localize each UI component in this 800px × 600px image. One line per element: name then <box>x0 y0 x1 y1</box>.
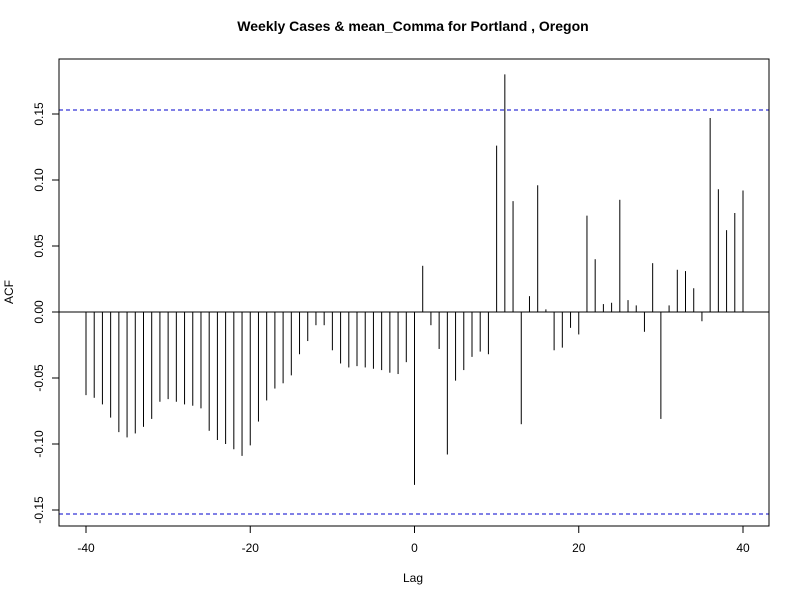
x-tick-label: 20 <box>572 541 586 555</box>
y-tick-label: 0.10 <box>32 168 46 192</box>
y-tick-label: -0.05 <box>32 364 46 392</box>
y-tick-label: 0.15 <box>32 102 46 126</box>
chart-title: Weekly Cases & mean_Comma for Portland ,… <box>237 18 588 34</box>
y-axis-label: ACF <box>2 280 16 304</box>
y-tick-label: 0.05 <box>32 234 46 258</box>
x-tick-label: 0 <box>411 541 418 555</box>
y-tick-label: 0.00 <box>32 300 46 324</box>
plot-area <box>59 74 769 515</box>
x-axis-label: Lag <box>403 571 423 585</box>
x-tick-label: -40 <box>77 541 95 555</box>
y-tick-label: -0.10 <box>32 430 46 458</box>
x-tick-label: 40 <box>736 541 750 555</box>
y-tick-label: -0.15 <box>32 496 46 524</box>
x-tick-label: -20 <box>242 541 260 555</box>
